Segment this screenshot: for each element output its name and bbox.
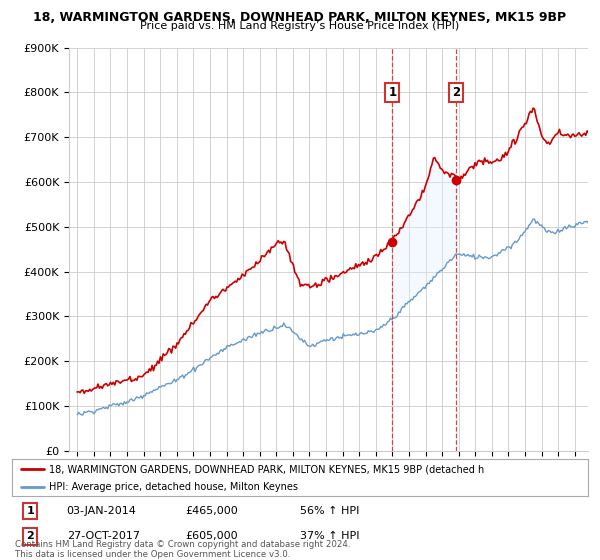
Text: Price paid vs. HM Land Registry’s House Price Index (HPI): Price paid vs. HM Land Registry’s House … bbox=[140, 21, 460, 31]
Text: 2: 2 bbox=[26, 531, 34, 542]
Text: 1: 1 bbox=[26, 506, 34, 516]
Text: Contains HM Land Registry data © Crown copyright and database right 2024.
This d: Contains HM Land Registry data © Crown c… bbox=[15, 540, 350, 559]
Text: £605,000: £605,000 bbox=[185, 531, 238, 542]
Text: 37% ↑ HPI: 37% ↑ HPI bbox=[300, 531, 359, 542]
Text: £465,000: £465,000 bbox=[185, 506, 238, 516]
Text: 56% ↑ HPI: 56% ↑ HPI bbox=[300, 506, 359, 516]
Text: 18, WARMINGTON GARDENS, DOWNHEAD PARK, MILTON KEYNES, MK15 9BP: 18, WARMINGTON GARDENS, DOWNHEAD PARK, M… bbox=[34, 11, 566, 24]
Text: 1: 1 bbox=[388, 86, 397, 99]
Text: 03-JAN-2014: 03-JAN-2014 bbox=[67, 506, 137, 516]
Text: 2: 2 bbox=[452, 86, 460, 99]
Text: HPI: Average price, detached house, Milton Keynes: HPI: Average price, detached house, Milt… bbox=[49, 482, 298, 492]
Text: 27-OCT-2017: 27-OCT-2017 bbox=[67, 531, 140, 542]
Text: 18, WARMINGTON GARDENS, DOWNHEAD PARK, MILTON KEYNES, MK15 9BP (detached h: 18, WARMINGTON GARDENS, DOWNHEAD PARK, M… bbox=[49, 464, 485, 474]
